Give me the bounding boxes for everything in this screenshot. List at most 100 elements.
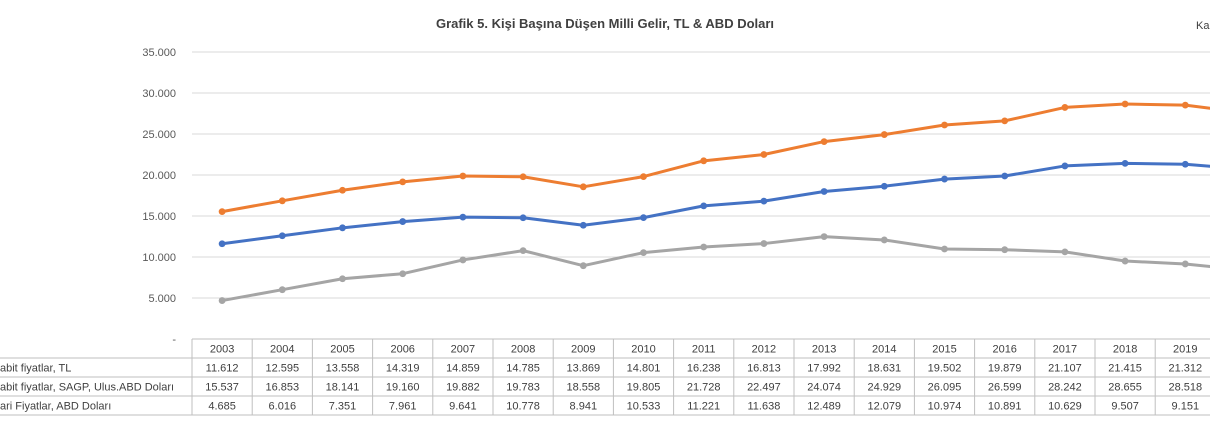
table-cell-value: 18.631 xyxy=(867,363,901,375)
data-point xyxy=(399,178,407,186)
data-point xyxy=(760,151,768,158)
data-point xyxy=(399,218,407,225)
data-point xyxy=(1061,162,1069,170)
series-line xyxy=(220,235,1210,303)
table-cell-value: 19.882 xyxy=(446,382,480,394)
data-point xyxy=(820,188,828,195)
table-cell-value: 14.859 xyxy=(446,363,480,375)
table-cell-value: 21.728 xyxy=(687,382,721,394)
table-cell-value: 10.629 xyxy=(1048,401,1082,413)
data-point xyxy=(218,208,226,215)
x-tick-label: 2009 xyxy=(571,344,595,356)
table-cell-value: 7.961 xyxy=(389,401,417,413)
data-point xyxy=(640,249,647,257)
data-point xyxy=(278,197,286,205)
table-cell-value: 11.221 xyxy=(687,401,720,413)
table-cell-value: 14.785 xyxy=(506,363,540,375)
data-point xyxy=(1001,172,1009,180)
data-point xyxy=(339,275,346,283)
table-cell-value: 24.929 xyxy=(867,382,901,394)
data-point xyxy=(218,240,226,248)
data-point xyxy=(941,175,948,183)
data-point xyxy=(1061,104,1069,111)
data-point xyxy=(218,297,226,304)
data-point xyxy=(760,197,768,205)
table-cell-value: 16.238 xyxy=(687,363,721,375)
table-cell-value: 10.891 xyxy=(988,401,1022,413)
x-tick-label: 2004 xyxy=(270,344,294,356)
table-cell-value: 21.415 xyxy=(1108,363,1142,375)
x-tick-label: 2014 xyxy=(872,344,896,356)
data-point xyxy=(1181,260,1189,268)
data-point xyxy=(1121,159,1129,167)
data-point xyxy=(579,221,587,229)
data-point xyxy=(278,232,286,240)
table-cell-value: 4.685 xyxy=(208,401,236,413)
y-tick-label: 30.000 xyxy=(142,88,176,100)
table-cell-value: 14.801 xyxy=(627,363,661,375)
table-cell-value: 16.853 xyxy=(265,382,299,394)
table-cell-value: 9.507 xyxy=(1111,401,1139,413)
y-tick-label: 10.000 xyxy=(142,252,176,264)
table-cell-value: 28.655 xyxy=(1108,382,1142,394)
table-cell-value: 24.074 xyxy=(807,382,841,394)
x-tick-label: 2017 xyxy=(1053,344,1077,356)
table-row-label: abit fiyatlar, TL xyxy=(0,363,71,375)
data-point xyxy=(941,121,948,129)
table-cell-value: 10.778 xyxy=(506,401,540,413)
table-cell-value: 11.638 xyxy=(747,401,780,413)
data-point xyxy=(399,270,407,278)
table-cell-value: 18.141 xyxy=(326,382,360,394)
table-cell-value: 9.641 xyxy=(449,401,477,413)
x-tick-label: 2012 xyxy=(752,344,776,356)
table-cell-value: 17.992 xyxy=(807,363,841,375)
x-tick-label: 2006 xyxy=(390,344,414,356)
table-row-label: abit fiyatlar, SAGP, Ulus.ABD Doları xyxy=(0,382,174,394)
data-point xyxy=(700,202,708,210)
data-point xyxy=(459,172,467,180)
data-point xyxy=(640,173,647,180)
x-tick-label: 2015 xyxy=(932,344,956,356)
data-point xyxy=(880,131,888,138)
table-cell-value: 21.312 xyxy=(1168,363,1202,375)
table-cell-value: 19.805 xyxy=(627,382,661,394)
x-tick-label: 2010 xyxy=(631,344,655,356)
data-point xyxy=(519,247,527,255)
table-cell-value: 19.879 xyxy=(988,363,1022,375)
table-cell-value: 26.599 xyxy=(988,382,1022,394)
table-cell-value: 7.351 xyxy=(329,401,357,413)
data-point xyxy=(1001,246,1009,254)
data-point xyxy=(1061,248,1069,256)
table-cell-value: 16.813 xyxy=(747,363,781,375)
data-point xyxy=(339,224,346,232)
x-tick-label: 2005 xyxy=(330,344,354,356)
x-tick-label: 2018 xyxy=(1113,344,1137,356)
table-cell-value: 14.319 xyxy=(386,363,420,375)
data-point xyxy=(579,183,587,191)
data-point xyxy=(1121,257,1129,265)
x-tick-label: 2019 xyxy=(1173,344,1197,356)
data-point xyxy=(519,173,527,181)
x-tick-label: 2013 xyxy=(812,344,836,356)
data-point xyxy=(519,214,527,222)
y-tick-label: 20.000 xyxy=(142,170,176,182)
table-cell-value: 19.160 xyxy=(386,382,420,394)
table-cell-value: 9.151 xyxy=(1172,401,1200,413)
y-tick-label: 35.000 xyxy=(142,47,176,59)
table-cell-value: 28.518 xyxy=(1168,382,1202,394)
data-point xyxy=(459,213,467,221)
chart-title: Grafik 5. Kişi Başına Düşen Milli Gelir,… xyxy=(435,16,775,31)
data-point xyxy=(579,262,587,270)
data-point xyxy=(1001,117,1009,125)
data-point xyxy=(640,214,647,222)
table-cell-value: 19.502 xyxy=(928,363,962,375)
table-cell-value: 21.107 xyxy=(1048,363,1082,375)
table-cell-value: 26.095 xyxy=(928,382,962,394)
data-point xyxy=(820,233,828,240)
table-cell-value: 19.783 xyxy=(506,382,540,394)
data-point xyxy=(760,240,768,247)
y-tick-label: 5.000 xyxy=(148,293,176,305)
table-cell-value: 12.489 xyxy=(807,401,841,413)
table-cell-value: 8.941 xyxy=(570,401,598,413)
